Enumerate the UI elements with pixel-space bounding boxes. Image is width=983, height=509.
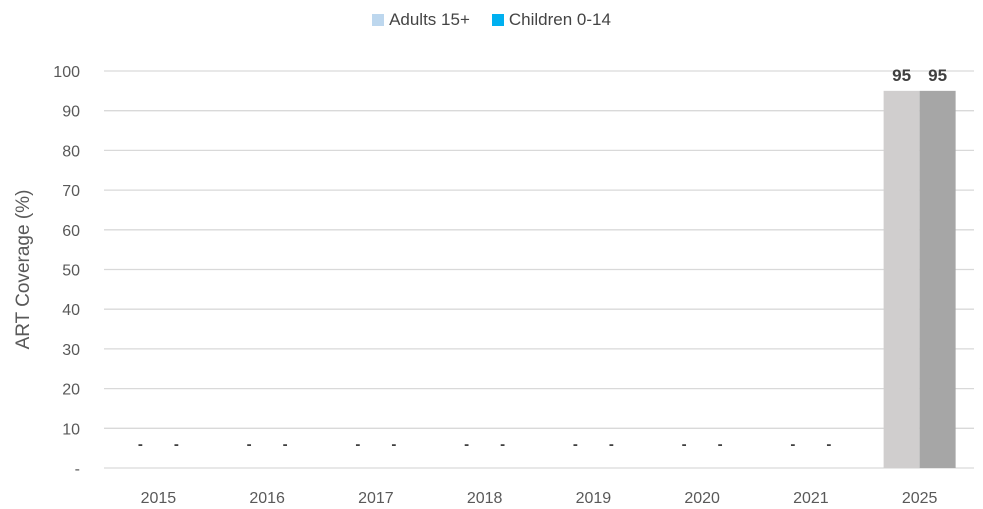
data-label: - (464, 436, 469, 453)
data-label: - (247, 436, 252, 453)
y-tick-label: 50 (62, 263, 80, 280)
x-tick-label: 2018 (467, 490, 503, 507)
data-label: - (391, 436, 396, 453)
data-label: - (573, 436, 578, 453)
legend-swatch-adults (372, 14, 385, 26)
x-tick-label: 2019 (576, 490, 612, 507)
x-tick-label: 2015 (141, 490, 177, 507)
y-axis-title: ART Coverage (%) (13, 190, 34, 350)
legend-label-adults: Adults 15+ (389, 10, 470, 29)
x-tick-label: 2020 (684, 490, 720, 507)
bar (883, 90, 920, 468)
y-tick-label: 60 (62, 223, 80, 240)
x-tick-label: 2017 (358, 490, 394, 507)
legend-item-adults: Adults 15+ (372, 10, 470, 30)
y-tick-label: 100 (53, 64, 80, 81)
data-label: - (500, 436, 505, 453)
y-tick-label: 70 (62, 183, 80, 200)
legend-swatch-children (491, 14, 504, 26)
data-label: - (174, 436, 179, 453)
legend-label-children: Children 0-14 (508, 10, 611, 29)
y-tick-label: 90 (62, 104, 80, 121)
y-tick-label: 40 (62, 302, 80, 319)
data-label: - (682, 436, 687, 453)
data-label: 95 (928, 66, 947, 85)
data-label: - (283, 436, 288, 453)
data-label: 95 (892, 66, 911, 85)
bar (919, 90, 956, 468)
legend-item-children: Children 0-14 (491, 10, 611, 30)
data-label: - (790, 436, 795, 453)
y-tick-label: 30 (62, 342, 80, 359)
y-tick-label: 10 (62, 421, 80, 438)
data-label: - (138, 436, 143, 453)
data-label: - (826, 436, 831, 453)
x-tick-label: 2021 (793, 490, 829, 507)
y-tick-label: 20 (62, 382, 80, 399)
y-tick-label: 80 (62, 143, 80, 160)
data-label: - (609, 436, 614, 453)
y-tick-label: - (75, 461, 80, 478)
x-tick-label: 2016 (249, 490, 285, 507)
data-label: - (718, 436, 723, 453)
data-label: - (355, 436, 360, 453)
chart-legend: Adults 15+ Children 0-14 (0, 10, 983, 30)
x-tick-label: 2025 (902, 490, 938, 507)
